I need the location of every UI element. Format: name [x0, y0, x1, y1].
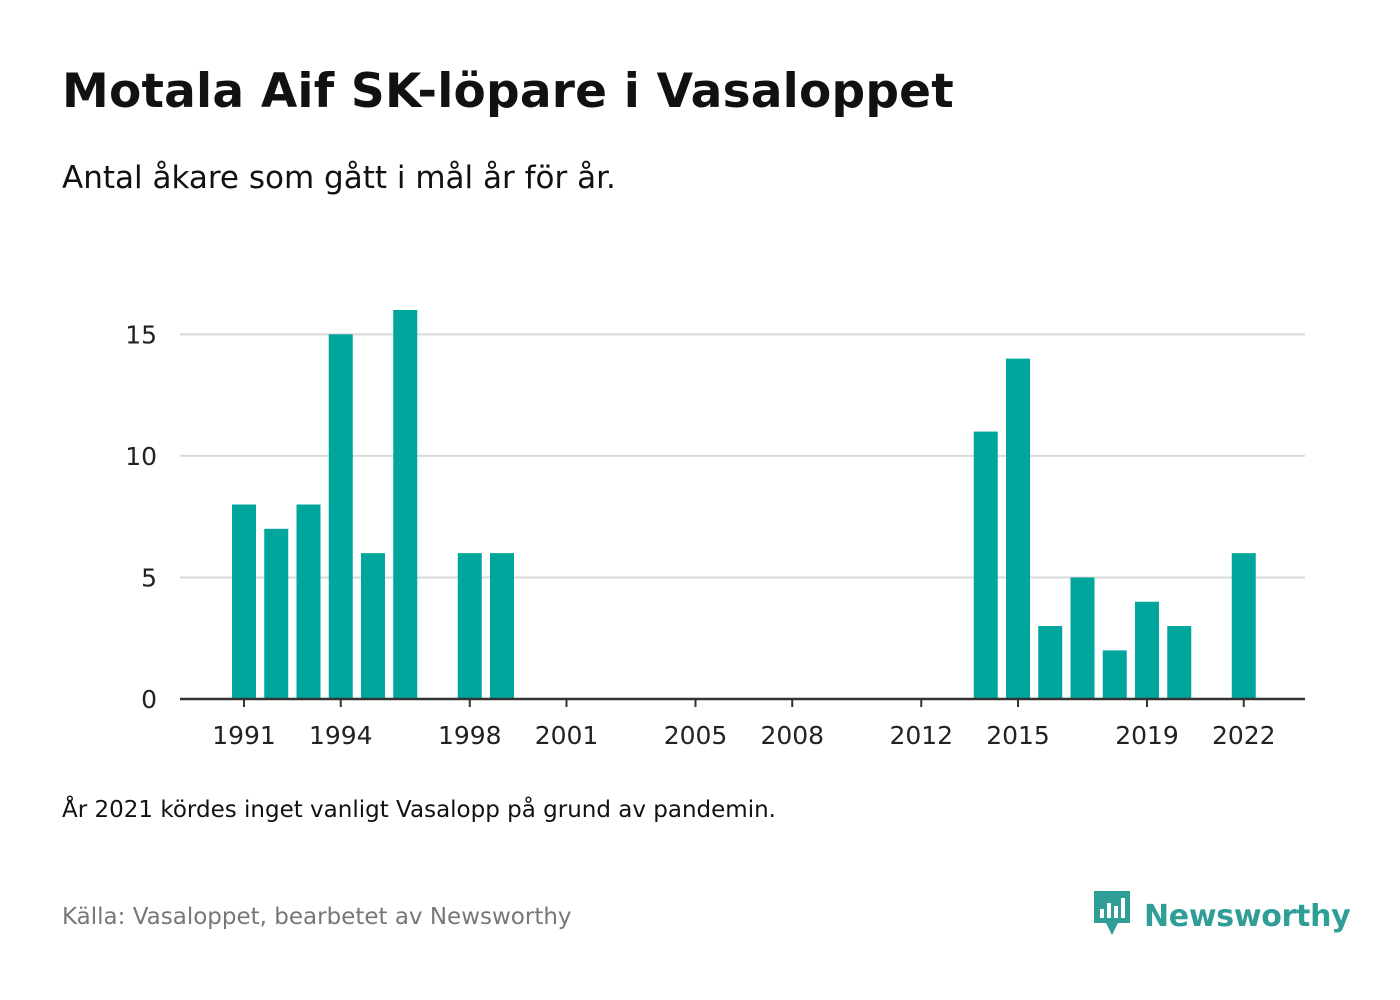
bars: [232, 310, 1256, 699]
x-tick-label: 2022: [1212, 721, 1276, 750]
y-tick-label: 5: [141, 563, 157, 592]
chart-subtitle: Antal åkare som gått i mål år för år.: [62, 160, 616, 196]
x-tick-label: 2008: [760, 721, 824, 750]
bar-2014: [973, 431, 998, 699]
bar-2016: [1038, 626, 1063, 699]
axes: 0 5 10 15 1991 1994 1998 2001 2005 2008 2012 2015 20…: [125, 320, 1305, 750]
x-tick-label: 2005: [664, 721, 728, 750]
chart-note: År 2021 kördes inget vanligt Vasalopp på…: [62, 797, 776, 823]
bar-1993: [296, 504, 321, 699]
newsworthy-logo-icon: [1092, 889, 1132, 943]
x-tick-label: 2012: [889, 721, 953, 750]
x-tick-label: 1991: [212, 721, 276, 750]
brand[interactable]: Newsworthy: [1092, 889, 1351, 943]
bar-1996: [393, 310, 418, 699]
bar-1995: [361, 553, 385, 699]
chart-source: Källa: Vasaloppet, bearbetet av Newswort…: [62, 904, 572, 930]
bar-2019: [1135, 601, 1159, 699]
brand-name: Newsworthy: [1144, 898, 1351, 934]
bar-1994: [328, 334, 353, 699]
x-tick-label: 2015: [986, 721, 1050, 750]
x-tick-label: 1998: [438, 721, 502, 750]
y-tick-label: 15: [125, 320, 157, 349]
bar-1998: [457, 553, 482, 699]
bar-1992: [264, 528, 289, 699]
bar-chart: 0 5 10 15 1991 1994 1998 2001 2005 2008 2012 2015 20…: [125, 310, 1305, 750]
bar-2022: [1231, 553, 1256, 699]
bar-2020: [1167, 626, 1192, 699]
x-tick-label: 1994: [309, 721, 373, 750]
bar-2017: [1070, 577, 1095, 699]
x-tick-label: 2019: [1115, 721, 1179, 750]
x-tick-label: 2001: [535, 721, 599, 750]
y-tick-label: 0: [141, 685, 157, 714]
chart-title: Motala Aif SK-löpare i Vasaloppet: [62, 64, 954, 119]
bar-2015: [1006, 358, 1030, 699]
bar-2018: [1102, 650, 1127, 699]
bar-1999: [490, 553, 514, 699]
bar-1991: [232, 504, 256, 699]
y-tick-label: 10: [125, 442, 157, 471]
